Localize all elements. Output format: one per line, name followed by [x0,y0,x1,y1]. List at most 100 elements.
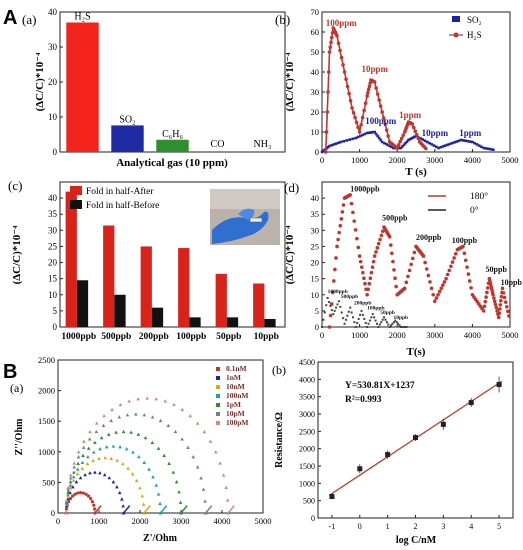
panel-b2-equation: Y=530.81X+1237 [345,381,415,391]
d1-point-180 [376,241,381,246]
d1-point-180 [495,309,499,313]
b1-point-so2 [398,146,401,150]
a1-bar-label: NH₃ [254,139,272,150]
a2-point [186,445,190,449]
c1-bar-before [76,280,89,327]
d1-point-0 [398,324,401,327]
c1-ytick-label: 35 [48,209,58,219]
a2-tail [205,505,213,514]
photo-background-shade [210,189,280,209]
b1-point-so2 [432,144,436,147]
a2-point [118,445,122,449]
d1-point-180 [492,299,497,304]
b2-point [468,400,474,406]
b1-ytick-label: 50 [311,47,320,57]
a2-point [97,456,101,460]
b1-point-so2 [484,147,488,150]
b1-point-h2s [399,136,404,141]
d1-point-180 [485,290,489,295]
d1-annotation: 1000ppb [328,289,348,295]
d1-point-180 [371,259,376,264]
b1-point-so2 [334,142,338,145]
b1-point-h2s [325,110,330,114]
c1-bar-before [114,294,126,327]
b1-point-h2s [353,115,357,120]
d1-point-180 [363,281,367,286]
d1-point-0 [378,323,381,326]
b1-ytick-label: 20 [311,107,320,117]
d1-ytick-label: 15 [311,274,320,284]
d1-annotation: 1000ppb [350,185,380,194]
panel-c1-axes: 0 5 10 15 20 25 30 35 40 [48,193,63,332]
a2-point [73,492,77,496]
b1-point-so2 [464,139,467,143]
b1-point-so2 [441,145,445,148]
a2-point [76,455,81,459]
b1-point-h2s [327,50,332,54]
d1-point-180 [498,303,503,307]
b1-point-so2 [419,137,422,140]
panel-c1: (c) 0 5 10 15 20 25 30 35 40 1000ppb 500ppb 200ppb… [8,178,286,342]
b1-point-so2 [399,146,403,150]
panel-b1-x-label: T (s) [405,166,427,178]
panel-d1-x-label: T(s) [407,346,426,358]
a2-xtick-label: 3000 [173,516,190,526]
c1-ytick-label: 30 [48,225,58,235]
d1-point-180 [447,268,452,273]
panel-a2: (a) 0 500 1000 1500 2000 2500 0 1000 2000 3000 400… [10,355,272,544]
d1-point-180 [387,234,392,239]
d1-point-180 [328,313,333,318]
a2-point [150,440,155,445]
b1-point-so2 [486,147,490,151]
b1-point-h2s [345,84,350,89]
b1-point-so2 [410,137,413,140]
b1-point-so2 [326,145,330,149]
a2-point [86,446,91,450]
d1-point-180 [369,270,374,275]
d1-point-0 [377,326,380,328]
a2-point [111,444,116,448]
b1-point-h2s [341,63,345,67]
d1-annotation: 200ppb [416,233,442,242]
a2-legend-swatch [216,421,220,425]
d1-point-180 [426,273,431,278]
c1-ytick-label: 40 [48,193,58,203]
a2-point [195,465,200,469]
d1-annotation: 50ppb [380,310,395,316]
b1-ytick-label: 30 [311,87,320,97]
d1-point-0 [387,323,390,326]
b1-point-h2s [350,106,354,110]
d1-point-0 [337,300,340,303]
b1-point-h2s [363,101,368,105]
a2-point [115,485,119,489]
b1-point-h2s [396,143,401,147]
c1-bar-after [103,225,115,327]
a2-point [202,430,207,434]
a1-ytick-label: 0 [53,147,58,157]
b2-point [440,421,446,427]
a1-bar-label: SO₂ [119,114,135,125]
a2-point [134,478,139,483]
b1-point-so2 [468,140,472,143]
a2-point [156,446,161,450]
a2-point [98,447,102,451]
b2-ytick-label: 500 [303,497,315,506]
a1-bar-label: C₆H₆ [162,129,183,140]
b1-annotation: 1ppm [459,128,482,138]
d1-point-180 [499,298,503,303]
d1-point-180 [348,193,353,197]
d1-point-0 [321,326,323,328]
a2-point [188,413,193,418]
d1-point-0 [350,311,353,314]
d1-point-180 [406,274,410,279]
b1-point-so2 [365,131,369,135]
b1-annotation: 100ppm [365,116,397,126]
d1-point-0 [401,326,404,328]
b1-point-h2s [326,70,331,74]
d1-point-180 [462,251,467,256]
d1-point-0 [333,309,336,312]
d1-point-0 [342,317,345,320]
c1-ytick-label: 20 [48,258,58,268]
